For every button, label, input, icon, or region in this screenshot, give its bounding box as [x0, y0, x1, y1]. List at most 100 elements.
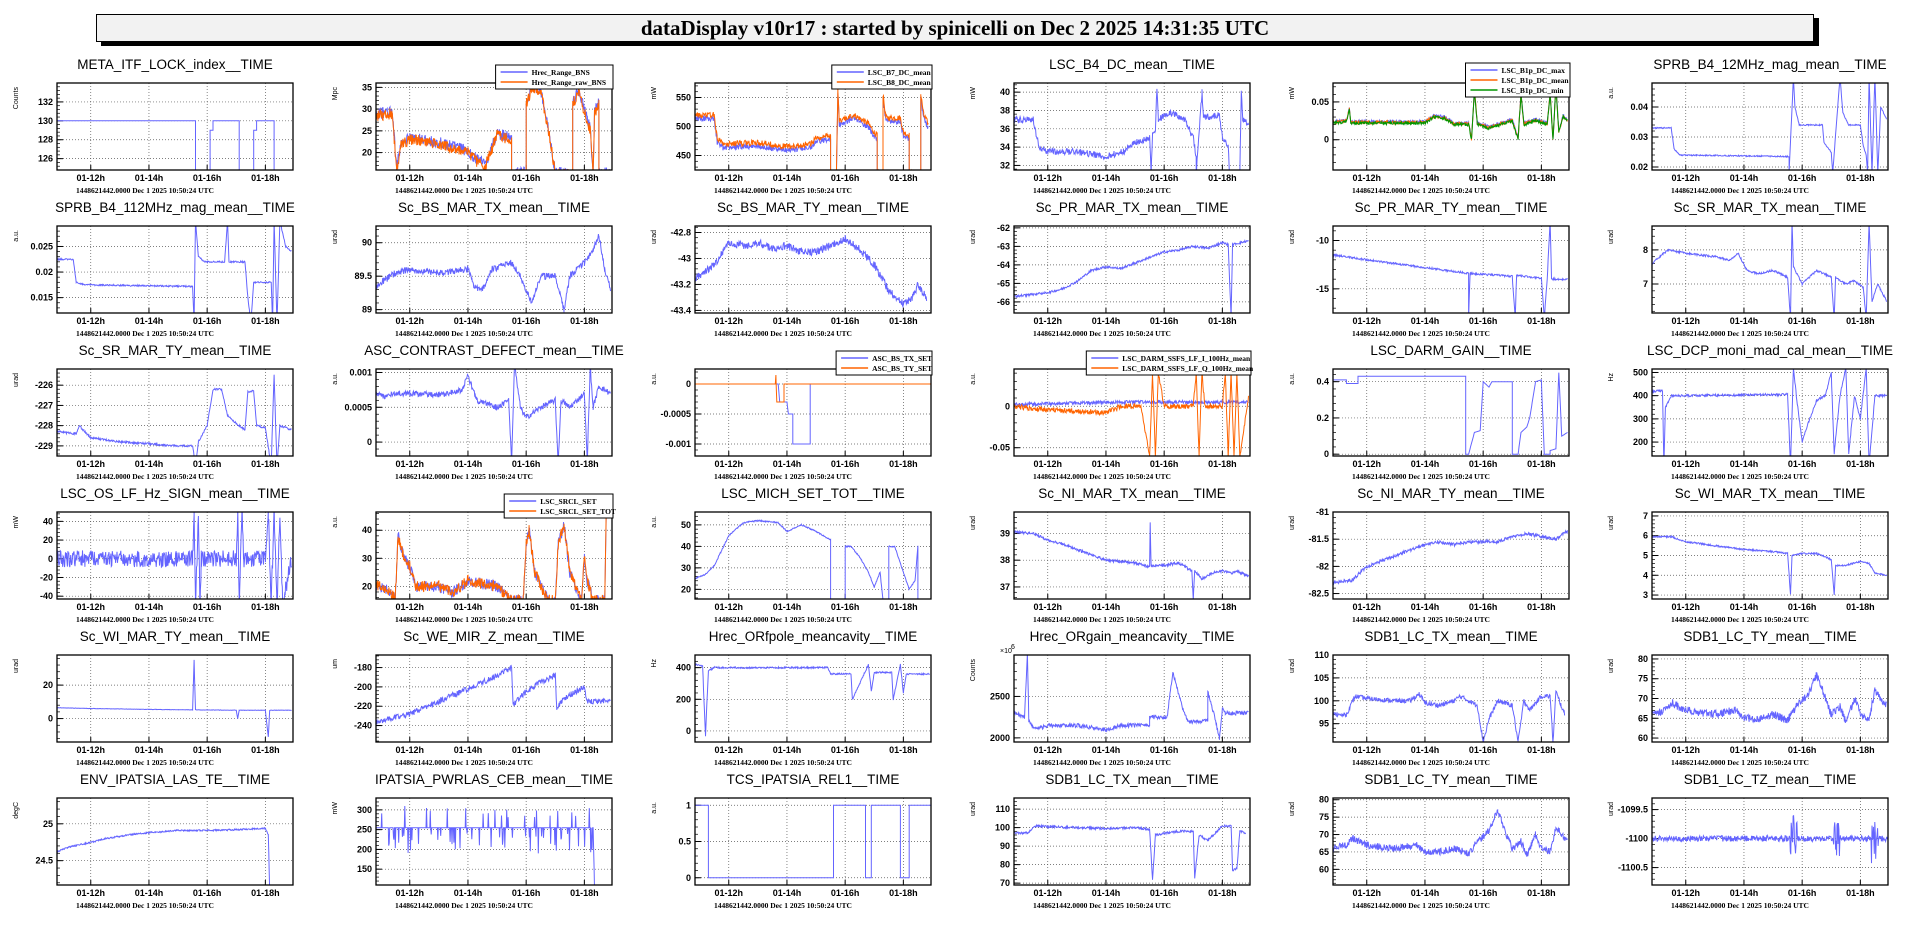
- x-tick-label: 01-16h: [831, 173, 860, 183]
- y-tick-label: 20: [362, 148, 372, 158]
- plot-timestamp: 1448621442.0000 Dec 1 2025 10:50:24 UTC: [1352, 329, 1490, 338]
- x-tick-label: 01-18h: [1527, 888, 1556, 898]
- plot-title: LSC_DCP_moni_mad_cal_mean__TIME: [1647, 343, 1893, 358]
- series-line-data: [376, 805, 595, 885]
- x-tick-label: 01-14h: [1730, 602, 1759, 612]
- x-tick-label: 01-14h: [1411, 745, 1440, 755]
- plot-timestamp: 1448621442.0000 Dec 1 2025 10:50:24 UTC: [1033, 901, 1171, 910]
- plot-svg: 01-12h 01-14h 01-16h 01-18h -15 -10 urad Sc_PR_…: [1289, 200, 1570, 338]
- y-tick-label: -42.8: [670, 227, 691, 237]
- plot-timestamp: 1448621442.0000 Dec 1 2025 10:50:24 UTC: [714, 758, 852, 767]
- x-tick-label: 01-14h: [1730, 745, 1759, 755]
- plot-svg: 01-12h 01-14h 01-16h 01-18h -66 -65 -64 -63 -62 u…: [970, 200, 1251, 338]
- x-tick-label: 01-16h: [1788, 745, 1817, 755]
- plot-svg: 01-12h 01-14h 01-16h 01-18h 0 0.05 mW LSC_B1p_D…: [1289, 62, 1571, 195]
- y-tick-label: 65: [1319, 847, 1329, 857]
- y-tick-label: 0: [686, 379, 691, 389]
- plot-title: Sc_WI_MAR_TY_mean__TIME: [80, 629, 271, 644]
- x-tick-label: 01-12h: [714, 602, 743, 612]
- plot-panel: 01-12h 01-14h 01-16h 01-18h -1100.5 -1100 -109…: [1595, 765, 1914, 915]
- plot-panel: 01-12h 01-14h 01-16h 01-18h -43.4 -43.2 -43 -42…: [638, 193, 957, 343]
- y-tick-label: 0.0005: [344, 402, 372, 412]
- plot-panel: 01-12h 01-14h 01-16h 01-18h 0 0.2 0.4 a.u. LSC_D…: [1276, 336, 1595, 486]
- plot-title: Sc_SR_MAR_TX_mean__TIME: [1674, 200, 1867, 215]
- series-line-lsc-b8-dc-mean: [695, 87, 929, 170]
- legend-box: [1085, 350, 1252, 376]
- plot-timestamp: 1448621442.0000 Dec 1 2025 10:50:24 UTC: [714, 186, 852, 195]
- x-tick-label: 01-18h: [570, 745, 599, 755]
- x-tick-label: 01-18h: [570, 316, 599, 326]
- x-tick-label: 01-14h: [135, 459, 164, 469]
- plot-panel: 01-12h 01-14h 01-16h 01-18h 0.02 0.03 0.04 a.u.…: [1595, 50, 1914, 200]
- legend-entry: LSC_DARM_SSFS_LF_Q_100Hz_mean: [1122, 364, 1254, 373]
- x-tick-label: 01-14h: [773, 602, 802, 612]
- y-axis-unit: Hz: [651, 659, 658, 668]
- y-axis-exponent-power: 6: [1011, 644, 1015, 651]
- plot-timestamp: 1448621442.0000 Dec 1 2025 10:50:24 UTC: [76, 901, 214, 910]
- series-line-asc-bs-ty-set: [695, 374, 931, 403]
- y-axis-unit: urad: [1289, 802, 1296, 816]
- x-tick-label: 01-14h: [1730, 888, 1759, 898]
- plot-svg: 01-12h 01-14h 01-16h 01-18h 89 89.5 90 urad Sc_B…: [332, 200, 613, 338]
- y-tick-label: 8: [1643, 245, 1648, 255]
- y-axis-exponent: ×10: [1000, 648, 1012, 655]
- plot-svg: 01-12h 01-14h 01-16h 01-18h -40 -20 0 20 40 mW LSC…: [13, 486, 294, 624]
- y-tick-label: -220: [354, 701, 372, 711]
- y-tick-label: 0: [48, 554, 53, 564]
- x-tick-label: 01-14h: [1730, 316, 1759, 326]
- plot-timestamp: 1448621442.0000 Dec 1 2025 10:50:24 UTC: [1033, 758, 1171, 767]
- y-tick-label: 2500: [990, 691, 1010, 701]
- y-axis-unit: Counts: [13, 87, 20, 110]
- plot-legend: LSC_DARM_SSFS_LF_I_100Hz_meanLSC_DARM_SS…: [1085, 350, 1254, 376]
- plot-timestamp: 1448621442.0000 Dec 1 2025 10:50:24 UTC: [1352, 615, 1490, 624]
- y-axis-unit: mW: [970, 87, 977, 100]
- x-tick-label: 01-18h: [570, 602, 599, 612]
- series-line-data: [57, 659, 292, 737]
- x-tick-label: 01-16h: [831, 745, 860, 755]
- y-tick-label: 38: [1000, 555, 1010, 565]
- x-tick-label: 01-16h: [512, 316, 541, 326]
- plot-svg: 01-12h 01-14h 01-16h 01-18h 200 300 400 500 Hz LS…: [1608, 343, 1893, 481]
- x-tick-label: 01-14h: [1092, 888, 1121, 898]
- y-tick-label: 75: [1638, 674, 1648, 684]
- plot-svg: 01-12h 01-14h 01-16h 01-18h 7 8 urad Sc_SR_MAR_…: [1608, 200, 1889, 338]
- plot-frame: [375, 511, 613, 600]
- plot-panel: 01-12h 01-14h 01-16h 01-18h 20 30 40 50 a.u. LSC_…: [638, 479, 957, 629]
- plot-timestamp: 1448621442.0000 Dec 1 2025 10:50:24 UTC: [395, 186, 533, 195]
- plot-panel: 01-12h 01-14h 01-16h 01-18h 450 500 550 mW LSC_B…: [638, 50, 957, 200]
- plot-title: LSC_MICH_SET_TOT__TIME: [721, 486, 905, 501]
- series-line-data: [1652, 814, 1888, 864]
- series-line-data: [57, 512, 292, 599]
- plot-svg: 01-12h 01-14h 01-16h 01-18h 450 500 550 mW LSC_B…: [651, 64, 933, 195]
- plot-frame: [694, 225, 932, 314]
- plot-frame: [1332, 511, 1570, 600]
- plot-panel: 01-12h 01-14h 01-16h 01-18h 32 34 36 38 40 mW LSC_…: [957, 50, 1276, 200]
- x-tick-label: 01-16h: [1150, 602, 1179, 612]
- y-tick-label: -62: [997, 223, 1010, 233]
- plot-frame: [56, 654, 294, 743]
- plot-svg: 01-12h 01-14h 01-16h 01-18h 3 4 5 6 7 urad Sc_WI_M…: [1608, 486, 1889, 624]
- x-tick-label: 01-14h: [1411, 602, 1440, 612]
- legend-entry: Hrec_Range_raw_BNS: [532, 78, 606, 87]
- plot-svg: 01-12h 01-14h 01-16h 01-18h 20 30 40 50 a.u. LSC_…: [651, 486, 932, 624]
- y-tick-label: -15: [1316, 284, 1329, 294]
- plot-panel: 01-12h 01-14h 01-16h 01-18h -229 -228 -227 -226…: [0, 336, 319, 486]
- y-tick-label: 0.4: [1316, 377, 1329, 387]
- y-axis-unit: mW: [1289, 87, 1296, 100]
- series-line-data: [1333, 689, 1566, 742]
- x-tick-label: 01-12h: [1671, 602, 1700, 612]
- plot-frame: [1651, 511, 1889, 600]
- y-tick-label: -1100: [1625, 834, 1648, 844]
- y-tick-label: 0: [686, 873, 691, 883]
- series-line-lsc-b7-dc-mean: [695, 93, 929, 170]
- x-tick-label: 01-18h: [1208, 459, 1237, 469]
- plot-svg: 01-12h 01-14h 01-16h 01-18h 0 0.2 0.4 a.u. LSC_D…: [1289, 343, 1570, 481]
- x-tick-label: 01-14h: [1411, 888, 1440, 898]
- x-tick-label: 01-14h: [135, 316, 164, 326]
- y-tick-label: 70: [1319, 830, 1329, 840]
- series-line-data: [57, 226, 292, 313]
- y-axis-unit: Mpc: [332, 87, 339, 101]
- y-tick-label: 0.015: [30, 293, 53, 303]
- y-tick-label: 1: [686, 800, 691, 810]
